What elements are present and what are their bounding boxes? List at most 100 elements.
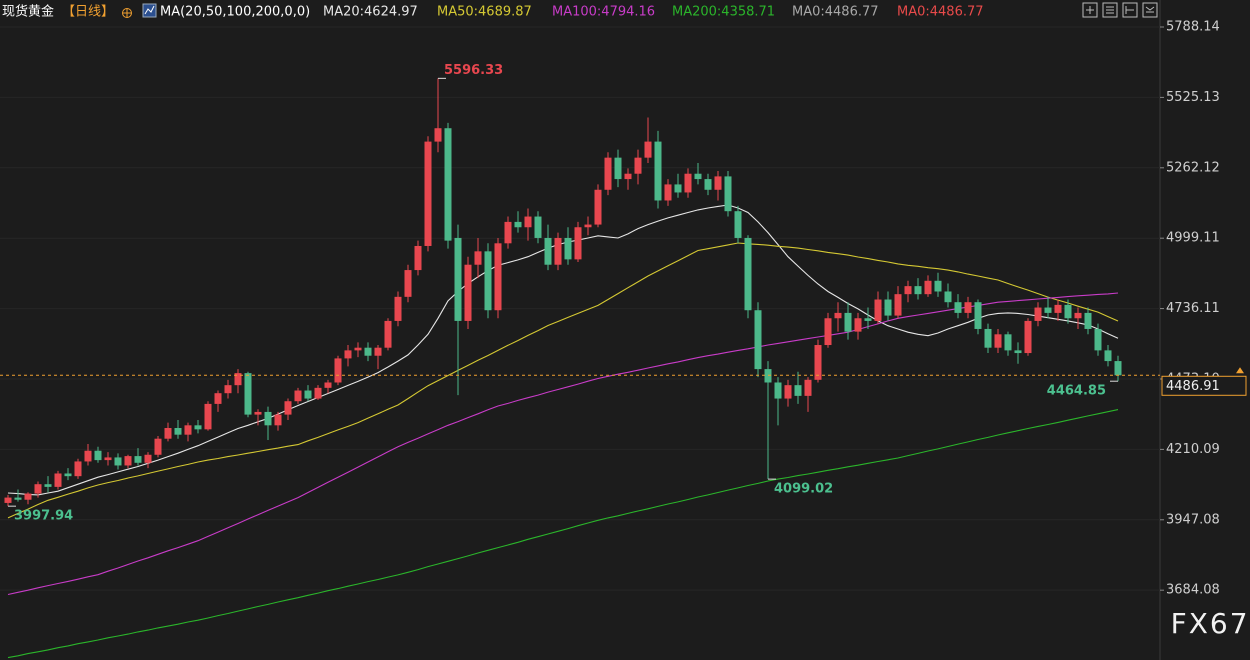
candle-body: [594, 189, 602, 225]
candle-body: [234, 373, 242, 386]
candle-body: [374, 347, 382, 356]
candle-body: [324, 382, 332, 388]
candle-body: [874, 299, 882, 321]
candle-body: [474, 251, 482, 265]
candle-body: [74, 461, 82, 477]
candle-body: [164, 427, 172, 439]
candle-body: [514, 221, 522, 228]
candle-body: [684, 173, 692, 193]
candle-body: [724, 176, 732, 212]
last-price-box: [1161, 375, 1247, 396]
candle-body: [534, 216, 542, 238]
candle-body: [4, 497, 12, 503]
candle-body: [1104, 350, 1112, 362]
candle-body: [634, 157, 642, 174]
candle-body: [934, 280, 942, 292]
icon: [144, 5, 155, 15]
candle-body: [454, 237, 462, 321]
candle-body: [714, 176, 722, 190]
candle-body: [1084, 312, 1092, 329]
candle-body: [1034, 307, 1042, 321]
candle-body: [584, 224, 592, 228]
icon: [1106, 6, 1114, 14]
legend-entry: MA0:4486.77: [792, 5, 879, 20]
candle-body: [834, 312, 842, 319]
candle-body: [744, 237, 752, 311]
candle-body: [804, 379, 812, 396]
candle-body: [344, 350, 352, 359]
ma-line: [7, 292, 1119, 596]
icon: [1125, 6, 1134, 14]
y-tick-label: 4736.11: [1166, 301, 1220, 316]
candle-body: [1054, 304, 1062, 313]
candle-body: [654, 141, 662, 201]
legend-entry: MA0:4486.77: [897, 5, 984, 20]
candle-body: [464, 264, 472, 321]
candle-body: [984, 328, 992, 348]
candle-body: [434, 128, 442, 142]
ma-line: [7, 204, 1119, 496]
candle-body: [1064, 304, 1072, 319]
toolbar-button[interactable]: [1122, 2, 1138, 18]
candle-body: [304, 390, 312, 399]
candle-body: [664, 184, 672, 201]
candle-body: [404, 270, 412, 297]
candle-body: [14, 497, 22, 500]
candle-body: [864, 318, 872, 321]
candle-body: [224, 385, 232, 394]
candle-body: [64, 473, 72, 477]
y-tick-label: 4999.11: [1166, 231, 1220, 246]
candle-body: [214, 393, 222, 404]
candle-body: [444, 128, 452, 241]
candle-body: [504, 221, 512, 244]
candle-body: [544, 237, 552, 265]
y-tick-label: 3947.08: [1166, 512, 1220, 527]
candle-body: [1024, 320, 1032, 354]
candle-body: [964, 302, 972, 313]
candle-body: [734, 211, 742, 238]
annotation-label: 5596.33: [444, 63, 503, 78]
candle-body: [894, 294, 902, 316]
candle-body: [264, 411, 272, 426]
candle-body: [604, 157, 612, 190]
candle-body: [184, 425, 192, 435]
candle-body: [274, 414, 282, 426]
candle-body: [824, 318, 832, 346]
candle-body: [484, 251, 492, 311]
candle-body: [1044, 307, 1052, 313]
icon: [122, 8, 132, 18]
toolbar-button[interactable]: [1082, 2, 1098, 18]
candle-body: [34, 484, 42, 494]
candle-body: [844, 312, 852, 332]
candle-body: [674, 184, 682, 193]
candle-body: [424, 141, 432, 246]
ma-line: [7, 409, 1119, 659]
candle-body: [364, 347, 372, 356]
candle-body: [114, 457, 122, 466]
candle-body: [1094, 328, 1102, 351]
toolbar-button[interactable]: [1102, 2, 1118, 18]
watermark: FX678: [1171, 607, 1250, 640]
candle-body: [924, 280, 932, 295]
candle-body: [204, 403, 212, 430]
candle-body: [704, 179, 712, 190]
header: 现货黄金 【日线】 MA(20,50,100,200,0,0) MA20:462…: [2, 3, 984, 20]
candle-body: [884, 299, 892, 316]
annotation-label: 4099.02: [774, 482, 833, 497]
candle-body: [774, 382, 782, 399]
candle-body: [314, 387, 322, 399]
candle-body: [134, 456, 142, 463]
candle-body: [694, 173, 702, 180]
y-tick-label: 5262.12: [1166, 160, 1220, 175]
candle-body: [124, 456, 132, 466]
toolbar-button[interactable]: [1142, 2, 1158, 18]
icon: [1086, 6, 1094, 14]
ma-line: [7, 242, 1119, 519]
candle-body: [254, 411, 262, 415]
candle-body: [284, 401, 292, 415]
candle-body: [244, 373, 252, 415]
candle-body: [44, 484, 52, 487]
candle-body: [994, 334, 1002, 348]
